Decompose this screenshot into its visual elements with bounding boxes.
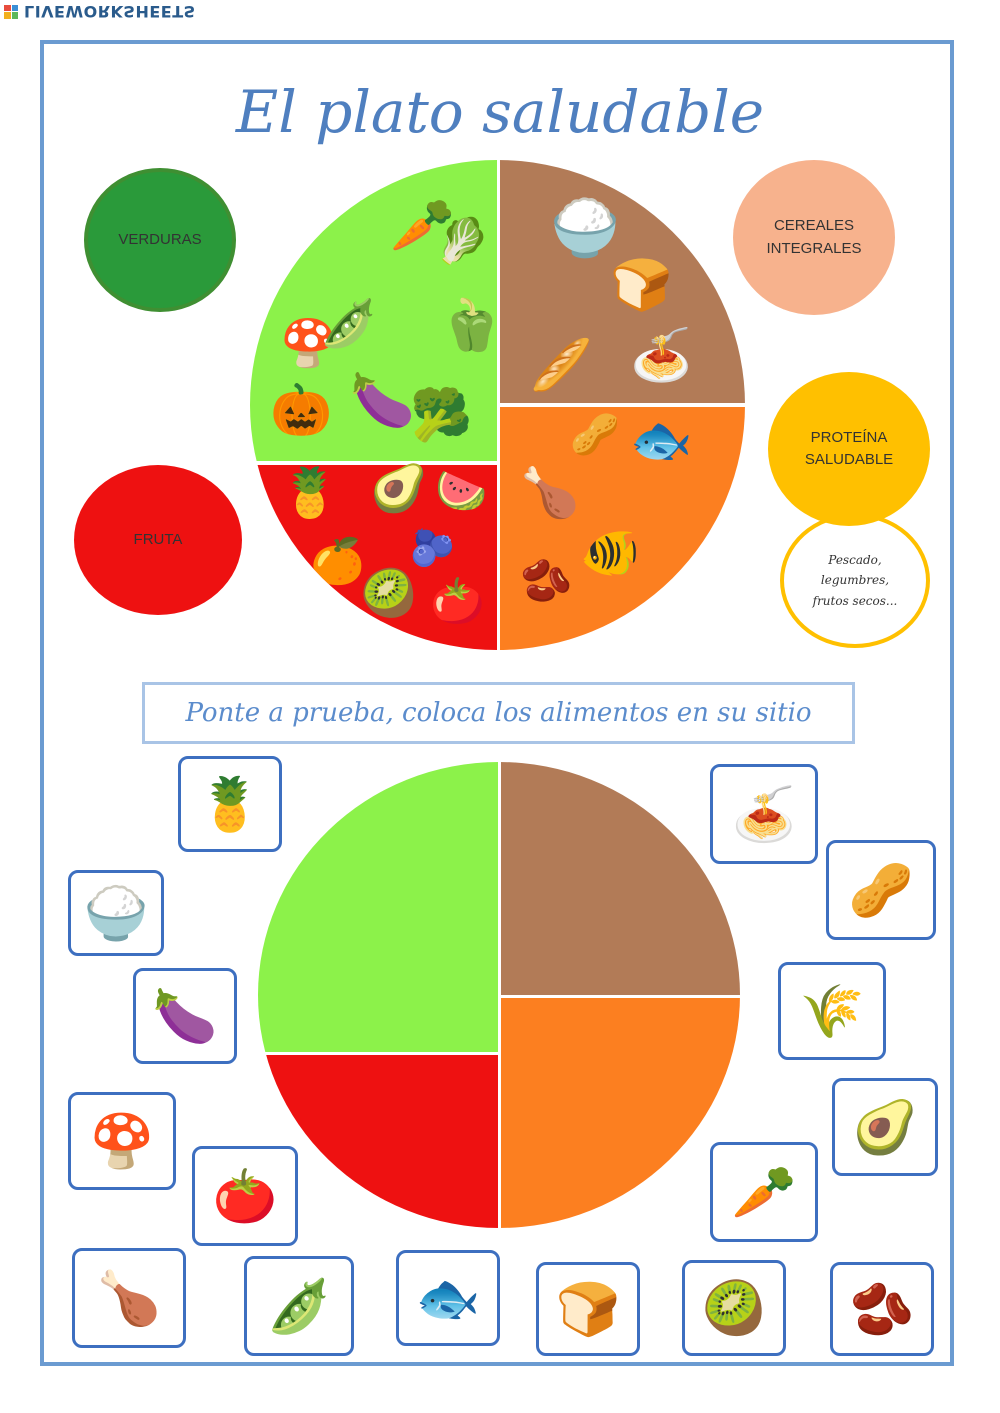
chickpeas-icon: 🫘	[849, 1280, 915, 1339]
plate-food-icon: 🥬	[435, 217, 490, 266]
plate-quadrant-verduras	[250, 160, 497, 461]
plate-food-icon: 🍅	[430, 577, 485, 626]
food-card-carrot[interactable]: 🥕	[710, 1142, 818, 1242]
food-card-chickpeas[interactable]: 🫘	[830, 1262, 934, 1356]
kiwi-icon: 🥝	[701, 1279, 767, 1338]
plate-quadrant-fruta	[250, 465, 497, 650]
plate-food-icon: 🍉	[435, 467, 488, 514]
plate-food-icon: 🍊	[310, 537, 365, 586]
food-card-eggplant[interactable]: 🍆	[133, 968, 237, 1064]
plate-food-icon: 🫑	[440, 297, 503, 353]
instruction-box: Ponte a prueba, coloca los alimentos en …	[142, 682, 855, 744]
plate-food-icon: 🍞	[610, 257, 673, 313]
food-card-bread[interactable]: 🍞	[536, 1262, 640, 1356]
eggplant-icon: 🍆	[152, 987, 218, 1046]
label-proteina-examples: Pescado, legumbres, frutos secos...	[780, 513, 930, 648]
plate-food-icon: 🫘	[520, 557, 573, 604]
plate-quadrant-proteina	[500, 407, 745, 650]
food-card-avocado[interactable]: 🥑	[832, 1078, 938, 1176]
food-card-nuts[interactable]: 🥜	[826, 840, 936, 940]
drop-zone-verduras[interactable]	[258, 762, 498, 1052]
label-verduras: VERDURAS	[84, 168, 236, 312]
plate-food-icon: 🥝	[360, 567, 418, 619]
brand: LIVEWORKSHEETS	[4, 2, 196, 21]
plate-food-icon: 🍚	[550, 196, 620, 259]
food-card-chicken[interactable]: 🍗	[72, 1248, 186, 1348]
answer-plate	[258, 762, 740, 1228]
food-card-fish[interactable]: 🐟	[396, 1250, 500, 1346]
plate-food-icon: 🫐	[410, 527, 455, 568]
plate-food-icon: 🐠	[580, 527, 640, 580]
food-card-rice[interactable]: 🍚	[68, 870, 164, 956]
brand-logo-icon	[4, 4, 18, 19]
worksheet-frame	[40, 40, 954, 1366]
plate-food-icon: 🍄	[280, 317, 338, 369]
food-card-pasta[interactable]: 🍝	[710, 764, 818, 864]
plate-food-icon: 🍆	[350, 372, 415, 430]
food-card-pineapple[interactable]: 🍍	[178, 756, 282, 852]
wheat-icon: 🌾	[799, 982, 865, 1041]
plate-food-icon: 🍗	[520, 467, 580, 520]
chicken-icon: 🍗	[96, 1269, 162, 1328]
brand-text: LIVEWORKSHEETS	[24, 2, 196, 21]
avocado-icon: 🥑	[852, 1098, 918, 1157]
drop-zone-fruta[interactable]	[258, 1055, 498, 1228]
nuts-icon: 🥜	[848, 861, 914, 920]
label-cereales-integrales: CEREALES INTEGRALES	[733, 160, 895, 315]
plate-food-icon: 🥕	[390, 197, 455, 255]
peas-icon: 🫛	[266, 1277, 332, 1336]
pasta-icon: 🍝	[731, 785, 797, 844]
food-card-wheat[interactable]: 🌾	[778, 962, 886, 1060]
food-card-peas[interactable]: 🫛	[244, 1256, 354, 1356]
label-proteina-saludable: PROTEÍNA SALUDABLE	[768, 372, 930, 526]
food-card-mushrooms[interactable]: 🍄	[68, 1092, 176, 1190]
plate-food-icon: 🍍	[280, 467, 340, 520]
plate-food-icon: 🥜	[570, 413, 620, 457]
food-card-tomato[interactable]: 🍅	[192, 1146, 298, 1246]
carrot-icon: 🥕	[731, 1163, 797, 1222]
food-card-kiwi[interactable]: 🥝	[682, 1260, 786, 1356]
tomato-icon: 🍅	[212, 1167, 278, 1226]
drop-zone-cereales[interactable]	[501, 762, 740, 995]
drop-zone-proteina[interactable]	[501, 998, 740, 1228]
plate-food-icon: 🫛	[320, 297, 378, 349]
plate-food-icon: 🥑	[370, 462, 428, 514]
bread-icon: 🍞	[555, 1280, 621, 1339]
pineapple-icon: 🍍	[197, 775, 263, 834]
plate-food-icon: 🥖	[530, 337, 593, 393]
mushrooms-icon: 🍄	[89, 1112, 155, 1171]
plate-food-icon: 🎃	[270, 382, 333, 438]
plate-food-icon: 🐟	[630, 412, 693, 468]
label-fruta: FRUTA	[74, 465, 242, 615]
plate-quadrant-cereales	[500, 160, 745, 403]
plate-food-icon: 🍝	[630, 327, 693, 383]
fish-icon: 🐟	[415, 1269, 481, 1328]
reference-plate: 🥕 🥬 🍄 🫑 🎃 🍆 🥦 🫛 🍚 🍞 🥖 🍝 🍍 🥑 🍉 🍊 🫐 🥝 🍅 🐟 🍗 🥜 🐠 🫘	[250, 160, 745, 650]
rice-icon: 🍚	[83, 884, 149, 943]
plate-food-icon: 🥦	[410, 387, 473, 443]
page-title: El plato saludable	[235, 78, 765, 146]
